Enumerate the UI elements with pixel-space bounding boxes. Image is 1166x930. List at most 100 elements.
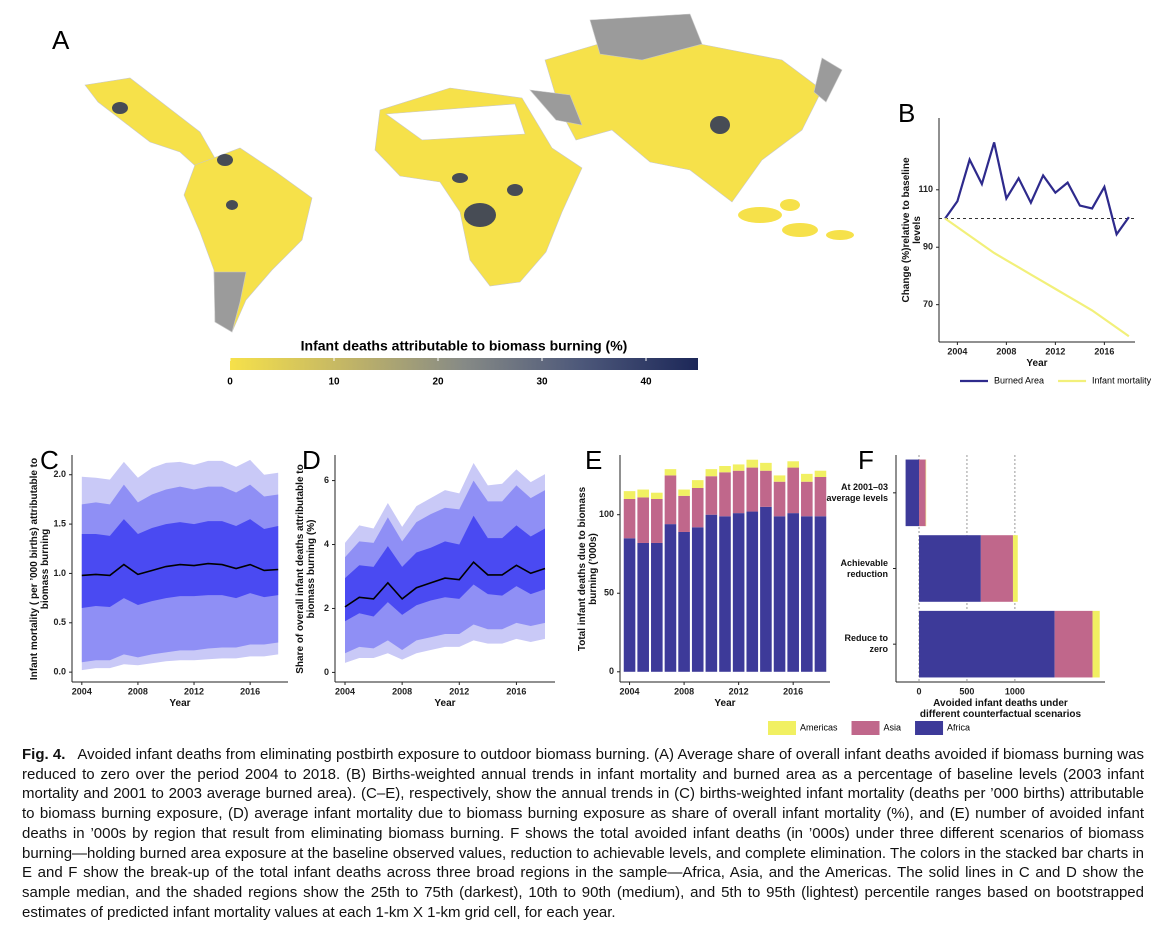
legend-label: Africa (947, 722, 970, 732)
bar-segment (637, 489, 649, 498)
bar-segment (651, 492, 663, 499)
bar-segment (1092, 610, 1100, 678)
y-tick-label: 4 (324, 539, 329, 549)
bar-segment (651, 498, 663, 543)
world-map (84, 13, 854, 333)
bar-segment (814, 470, 827, 477)
percentile-band (81, 519, 279, 608)
region-islands (826, 230, 854, 240)
bar-segment (651, 542, 663, 672)
y-axis-title: Share of overall infant deaths attributa… (295, 463, 317, 674)
bar-segment (719, 516, 731, 672)
bar-segment (980, 535, 1013, 602)
bar-segment (678, 495, 690, 532)
colorbar-tick-label: 40 (640, 377, 652, 388)
x-tick-label: 2012 (449, 686, 469, 696)
bar-segment (919, 535, 981, 602)
colorbar-title: Infant deaths attributable to biomass bu… (301, 338, 628, 354)
x-tick-label: 1000 (1005, 686, 1025, 696)
x-tick-label: 2016 (783, 686, 803, 696)
bar-segment (919, 459, 926, 527)
colorbar-tick-label: 30 (536, 377, 548, 388)
y-tick-label: 2 (324, 603, 329, 613)
legend-label: Asia (884, 722, 902, 732)
x-tick-label: 2008 (996, 346, 1016, 356)
x-tick-label: 2012 (1045, 346, 1065, 356)
x-tick-label: 2004 (72, 686, 92, 696)
colorbar-tick-label: 20 (432, 377, 444, 388)
y-tick-label: 1.0 (53, 568, 66, 578)
panel-letter: F (858, 445, 874, 475)
y-tick-label: 1.5 (53, 518, 66, 528)
panel-letter: C (40, 445, 59, 475)
bar-segment (705, 476, 718, 515)
legend-swatch (851, 721, 880, 735)
y-tick-label: 0 (609, 666, 614, 676)
bar-segment (732, 513, 745, 672)
y-tick-label: 6 (324, 475, 329, 485)
hotspot (507, 184, 523, 196)
region-islands (780, 199, 800, 211)
caption: Fig. 4. Avoided infant deaths from elimin… (22, 745, 1144, 922)
x-tick-label: 2004 (620, 686, 640, 696)
median-line (81, 562, 279, 577)
panel-letter: D (302, 445, 321, 475)
bar-segment (905, 459, 920, 527)
x-axis-title: Year (1026, 358, 1048, 369)
bar-segment (691, 487, 704, 528)
x-tick-label: 2004 (947, 346, 967, 356)
y-tick-label: 0 (324, 667, 329, 677)
region-no-data (589, 13, 703, 61)
bar-segment (678, 489, 690, 496)
legend-label: Infant mortality (1092, 375, 1152, 385)
x-tick-label: 2008 (674, 686, 694, 696)
x-tick-label: 2016 (506, 686, 526, 696)
y-tick-label: 70 (923, 299, 933, 309)
bar-segment (746, 511, 759, 672)
colorbar (230, 358, 698, 370)
legend-swatch (768, 721, 796, 735)
hotspot (464, 203, 496, 227)
y-tick-label: 50 (604, 588, 614, 598)
x-tick-label: 2008 (128, 686, 148, 696)
region-no-data (213, 271, 247, 333)
bar-segment (1012, 535, 1018, 602)
bar-segment (691, 480, 704, 488)
bar-segment (760, 470, 772, 507)
bar-segment (787, 467, 799, 514)
colorbar-tick-label: 0 (227, 377, 233, 388)
bar-segment (801, 516, 813, 672)
bar-segment (801, 481, 813, 517)
panel-letter: B (898, 98, 915, 128)
x-tick-label: 2012 (184, 686, 204, 696)
x-tick-label: 2016 (1094, 346, 1114, 356)
x-tick-label: 2008 (392, 686, 412, 696)
bar-segment (664, 475, 677, 525)
region-no-data (529, 89, 583, 126)
bar-segment (719, 465, 731, 473)
x-axis-title: Year (714, 698, 736, 709)
hotspot (710, 116, 730, 134)
hotspot (112, 102, 128, 114)
bar-segment (623, 538, 636, 672)
hotspot (226, 200, 238, 210)
x-tick-label: 2012 (729, 686, 749, 696)
bar-segment (732, 464, 745, 471)
bar-segment (814, 516, 827, 672)
y-tick-label: At 2001–03 average levels (826, 481, 888, 503)
legend-swatch (915, 721, 944, 735)
y-tick-label: 0.5 (53, 617, 66, 627)
legend-label: Burned Area (994, 375, 1044, 385)
percentile-band (345, 515, 545, 622)
bar-segment (691, 527, 704, 672)
colorbar-tick-label: 10 (328, 377, 340, 388)
x-tick-label: 2004 (335, 686, 355, 696)
bar-segment (746, 467, 759, 512)
bar-segment (664, 469, 677, 476)
bar-segment (719, 472, 731, 517)
y-tick-label: Reduce to zero (844, 633, 888, 655)
bar-segment (705, 514, 718, 672)
y-tick-label: 2.0 (53, 469, 66, 479)
region-islands (782, 223, 818, 237)
caption-text: Avoided infant deaths from eliminating p… (22, 746, 1144, 921)
